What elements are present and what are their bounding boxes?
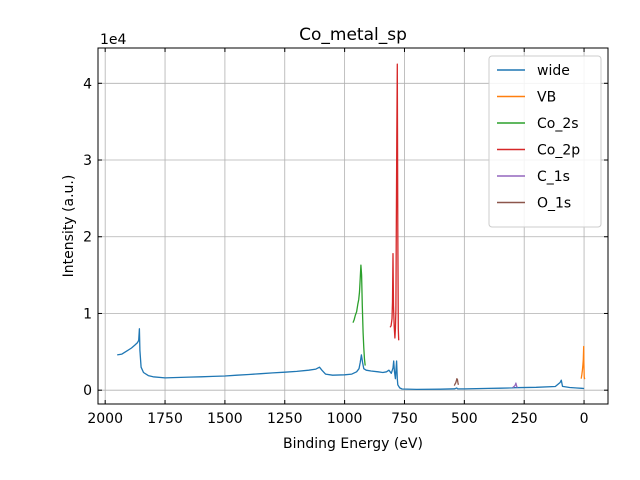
x-tick-label: 2000 <box>87 411 123 427</box>
series-line-c-1s <box>512 382 518 389</box>
legend-label: Co_2s <box>537 116 579 132</box>
legend-label: wide <box>537 63 570 79</box>
legend-box <box>488 55 602 228</box>
x-tick-label: 1000 <box>327 411 363 427</box>
series-line-o-1s <box>453 378 460 386</box>
x-axis-ticks: 2000 1750 1500 1250 1000 750 500 250 0 <box>87 48 589 427</box>
x-tick-label: 250 <box>511 411 538 427</box>
y-axis-ticks: 0 1 2 3 4 <box>83 76 608 399</box>
legend-label: O_1s <box>537 196 571 212</box>
series-line-co-2s <box>352 264 366 366</box>
y-tick-label: 3 <box>83 153 92 169</box>
x-tick-label: 1500 <box>207 411 243 427</box>
y-offset-label: 1e4 <box>100 32 127 48</box>
y-tick-label: 1 <box>83 306 92 322</box>
series-line-vb <box>580 345 586 380</box>
chart-title: Co_metal_sp <box>299 25 407 45</box>
x-tick-label: 1750 <box>147 411 183 427</box>
y-tick-label: 0 <box>83 383 92 399</box>
x-tick-label: 750 <box>391 411 418 427</box>
legend-label: Co_2p <box>537 143 580 159</box>
y-axis-label: Intensity (a.u.) <box>61 175 77 278</box>
plot-area <box>117 63 586 391</box>
y-tick-label: 4 <box>83 76 92 92</box>
y-tick-label: 2 <box>83 230 92 246</box>
x-tick-label: 1250 <box>267 411 303 427</box>
x-axis-label: Binding Energy (eV) <box>283 436 423 452</box>
x-tick-label: 500 <box>451 411 478 427</box>
legend-label: C_1s <box>537 169 570 185</box>
legend: wide VB Co_2s Co_2p C_1s O_1s <box>488 55 602 228</box>
axes-frame <box>97 47 609 405</box>
series-line-co-2p <box>389 63 400 341</box>
legend-label: VB <box>537 90 556 106</box>
series-line-wide <box>117 328 585 391</box>
x-tick-label: 0 <box>580 411 589 427</box>
